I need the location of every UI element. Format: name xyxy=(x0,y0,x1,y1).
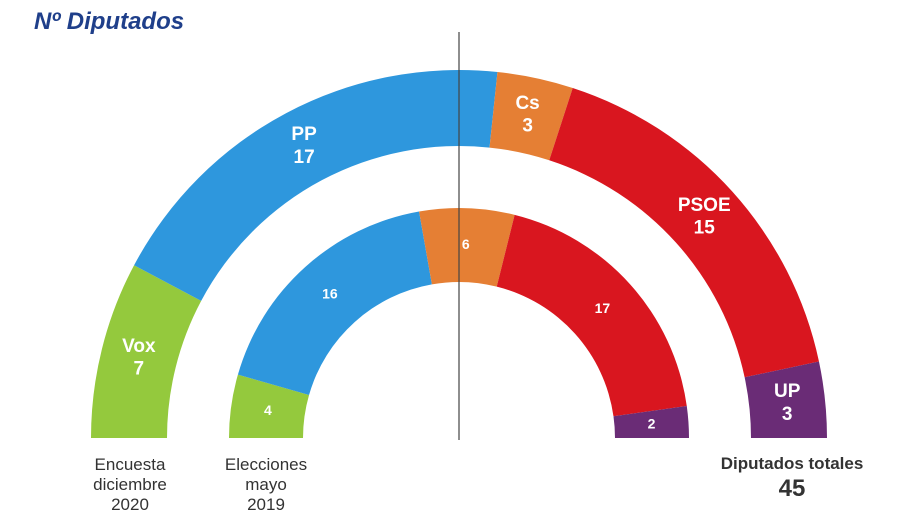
segment-pp-encuesta xyxy=(134,70,498,301)
segment-label-up: UP 3 xyxy=(774,381,801,425)
total-block: Diputados totales 45 xyxy=(692,453,892,503)
rings-group: Vox 7 PP 17 Cs 3 PSOE 15 UP 3 4 16 6 17 2 xyxy=(91,70,827,438)
ring-label-outer: Encuesta diciembre 2020 xyxy=(68,455,192,515)
segment-label-cs: 6 xyxy=(462,236,470,252)
ring-label-outer-line: diciembre xyxy=(93,475,167,494)
segment-up-elecciones xyxy=(613,405,689,438)
segment-pp-elecciones xyxy=(237,211,432,396)
ring-label-inner: Elecciones mayo 2019 xyxy=(208,455,324,515)
total-label: Diputados totales xyxy=(720,454,864,473)
segment-vox-elecciones xyxy=(229,374,310,438)
segment-psoe-encuesta xyxy=(549,88,819,378)
segment-psoe-elecciones xyxy=(496,214,687,417)
ring-label-outer-line: 2020 xyxy=(111,495,149,514)
segment-cs-encuesta xyxy=(489,72,573,161)
ring-label-outer-line: Encuesta xyxy=(94,455,166,474)
segment-label-pp: PP 17 xyxy=(291,124,317,168)
ring-label-inner-line: 2019 xyxy=(247,495,285,514)
segment-label-psoe: PSOE 15 xyxy=(678,195,731,239)
segment-label-psoe: 17 xyxy=(595,300,611,316)
ring-label-inner-line: Elecciones xyxy=(224,455,308,474)
segment-label-vox: 4 xyxy=(264,402,272,418)
segment-label-pp: 16 xyxy=(322,285,338,301)
segment-vox-encuesta xyxy=(91,265,202,438)
segment-label-cs: Cs 3 xyxy=(515,93,539,137)
total-value: 45 xyxy=(778,475,806,502)
segment-label-vox: Vox 7 xyxy=(122,336,156,380)
segment-label-up: 2 xyxy=(648,415,656,431)
chart-title: Nº Diputados xyxy=(34,8,185,35)
segment-cs-elecciones xyxy=(419,208,515,287)
segment-up-encuesta xyxy=(744,361,827,438)
ring-label-inner-line: mayo xyxy=(245,475,287,494)
